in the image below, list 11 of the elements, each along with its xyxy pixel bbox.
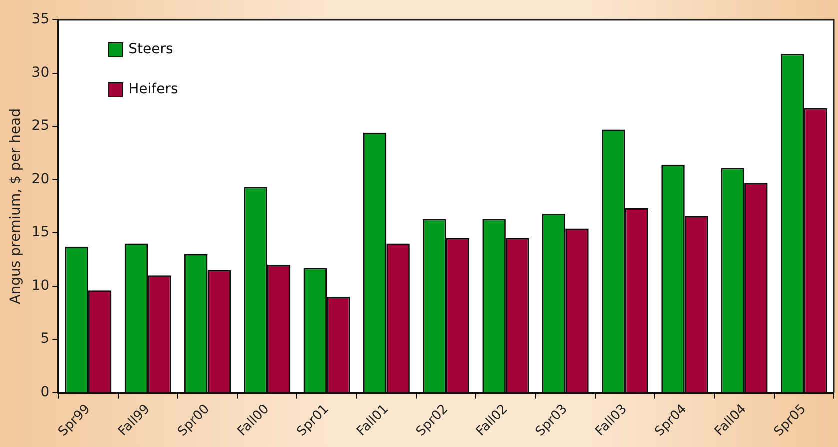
- y-tick-label: 10: [32, 278, 50, 294]
- y-tick-label: 5: [40, 331, 50, 348]
- y-tick-label: 15: [32, 224, 50, 241]
- legend-label: Heifers: [128, 82, 178, 98]
- legend-label: Steers: [128, 42, 174, 58]
- y-tick-label: 0: [40, 384, 50, 400]
- y-tick-label: 35: [32, 12, 50, 28]
- y-tick-label: 20: [32, 171, 50, 188]
- y-tick-label: 25: [32, 118, 50, 134]
- y-axis-title: Angus premium, $ per head: [8, 108, 24, 304]
- y-tick-label: 30: [32, 64, 50, 81]
